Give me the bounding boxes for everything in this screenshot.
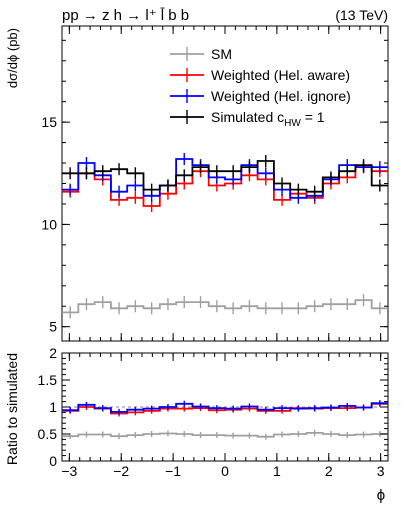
top-series-group [62, 152, 388, 319]
y-tick-label: 15 [41, 114, 57, 130]
legend-label: Weighted (Hel. ignore) [211, 88, 351, 104]
x-tick-label: 2 [325, 463, 333, 479]
y-tick-label: 1.5 [38, 372, 58, 388]
legend: SM Weighted (Hel. aware) Weighted (Hel. ig… [170, 46, 351, 129]
bottom-y-axis-label: Ratio to simulated [4, 353, 20, 465]
y-tick-label: 1 [49, 399, 57, 415]
series-simulated-c-hw-1 [62, 155, 388, 198]
top-y-ticks: 5 10 15 [41, 39, 388, 335]
top-x-ticks [68, 26, 382, 341]
legend-item: Weighted (Hel. ignore) [170, 88, 351, 104]
y-tick-label: 0 [49, 453, 57, 469]
series-line [62, 158, 388, 199]
x-tick-label: −1 [165, 463, 181, 479]
legend-label: SM [211, 46, 232, 62]
series-line [62, 432, 388, 438]
series-sm [62, 294, 388, 319]
series-line [62, 299, 388, 314]
bottom-panel: 00.511.52 −3 −2 −1 0 1 2 3 Ratio to simulated … [4, 345, 389, 504]
x-tick-label: −3 [61, 463, 77, 479]
y-tick-label: 5 [49, 319, 57, 335]
legend-label: Simulated cHW = 1 [211, 109, 325, 129]
x-tick-label: 0 [221, 463, 229, 479]
legend-item: SM [170, 46, 232, 62]
legend-item: Simulated cHW = 1 [170, 109, 325, 129]
bottom-y-ticks: 0 0.5 1 1.5 2 [38, 345, 388, 469]
energy-annotation: (13 TeV) [335, 7, 388, 23]
bottom-x-ticks: −3 −2 −1 0 1 2 3 [61, 353, 385, 479]
legend-item: Weighted (Hel. aware) [170, 67, 350, 83]
y-tick-label: 10 [41, 216, 57, 232]
series-sm [62, 429, 388, 440]
series-weighted-hel-ignore- [62, 400, 388, 415]
x-axis-label: ϕ [377, 487, 385, 504]
x-tick-label: −2 [113, 463, 129, 479]
top-panel: 5 10 15 pp → z h → l⁺ l̄ b b (13 TeV) dσ/d… [5, 7, 389, 342]
bottom-series-group [62, 400, 388, 440]
top-y-axis-label: dσ/dϕ (pb) [5, 28, 20, 88]
x-tick-label: 1 [273, 463, 281, 479]
chart-title: pp → z h → l⁺ l̄ b b [62, 7, 189, 24]
x-tick-label: 3 [377, 463, 385, 479]
y-tick-label: 0.5 [38, 426, 58, 442]
legend-label: Weighted (Hel. aware) [211, 67, 350, 83]
y-tick-label: 2 [49, 345, 57, 361]
